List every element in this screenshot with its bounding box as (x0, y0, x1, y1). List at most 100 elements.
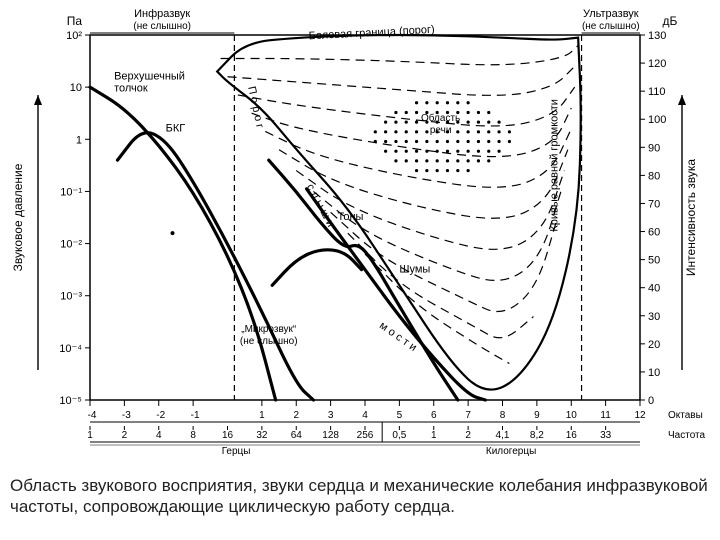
speech-dot (467, 121, 470, 124)
speech-dot (415, 140, 418, 143)
octave-tick: 8 (500, 410, 506, 421)
hz-tick: 2 (122, 430, 128, 441)
speech-dot (425, 140, 428, 143)
y-right-tick: 30 (648, 311, 660, 323)
hz-tick: 8 (190, 430, 196, 441)
khz-label: Килогерцы (486, 446, 536, 457)
speech-dot (508, 140, 511, 143)
bkg-label: БКГ (166, 122, 186, 134)
curve-tony (269, 160, 458, 400)
speech-dot (497, 130, 500, 133)
hz-tick: 128 (322, 430, 339, 441)
speech-dot (394, 111, 397, 114)
arrow-up-icon (34, 95, 42, 105)
speech-dot (477, 111, 480, 114)
speech-dot (487, 150, 490, 153)
mikro-label: „Микрозвук“ (241, 324, 296, 335)
speech-dot (405, 111, 408, 114)
speech-dot (446, 150, 449, 153)
speech-dot (405, 121, 408, 124)
pain-label: Болевая граница (порог) (308, 24, 435, 43)
y-left-tick: 10² (66, 30, 82, 42)
y-right-tick: 40 (648, 283, 660, 295)
octave-tick: -4 (88, 410, 97, 421)
octave-tick: 5 (397, 410, 403, 421)
y-right-tick: 110 (648, 86, 666, 98)
threshold-label: П о р о г (245, 85, 266, 129)
speech-dot (425, 169, 428, 172)
loudness-curve (265, 129, 571, 187)
ultra-sublabel: (не слышно) (582, 21, 640, 32)
y-right-tick: 120 (648, 58, 666, 70)
speech-dot (467, 159, 470, 162)
speech-dot (436, 150, 439, 153)
mosti-label: м о с т и (377, 320, 419, 354)
y-right-tick: 50 (648, 255, 660, 267)
hz-tick: 256 (357, 430, 374, 441)
y-right-tick: 20 (648, 339, 660, 351)
speech-dot (467, 169, 470, 172)
khz-tick: 2 (465, 430, 471, 441)
speech-dot (405, 150, 408, 153)
speech-dot (467, 130, 470, 133)
octave-tick: 11 (600, 410, 611, 421)
speech-dot (425, 101, 428, 104)
krivye-label: Кривые равной громкости (549, 99, 561, 232)
speech-dot (446, 169, 449, 172)
speech-dot (456, 140, 459, 143)
speech-dot (415, 121, 418, 124)
speech-dot (467, 140, 470, 143)
speech-dot (394, 150, 397, 153)
y-left-tick: 10⁻² (60, 239, 82, 251)
octave-tick: 10 (566, 410, 578, 421)
speech-dot (384, 121, 387, 124)
freq-label: Частота (668, 430, 706, 441)
speech-dot (497, 150, 500, 153)
speech-dot (456, 101, 459, 104)
hz-tick: 64 (291, 430, 303, 441)
speech-dot (487, 140, 490, 143)
octave-tick: 12 (634, 410, 646, 421)
y-left-tick: 1 (76, 134, 82, 146)
curve-bkg (118, 133, 314, 400)
y-right-tick: 80 (648, 170, 660, 182)
y-left-tick: 10⁻⁵ (59, 395, 82, 407)
y-left-tick: 10⁻³ (60, 291, 82, 303)
speech-dot (415, 159, 418, 162)
hz-tick: 4 (156, 430, 162, 441)
hz-tick: 32 (256, 430, 268, 441)
octave-tick: -2 (156, 410, 165, 421)
speech-dot (436, 101, 439, 104)
octave-tick: 1 (259, 410, 265, 421)
y-left-tick: 10⁻¹ (60, 186, 82, 198)
speech-dot (477, 121, 480, 124)
speech-dot (467, 101, 470, 104)
verkh-label: Верхушечный (114, 70, 185, 82)
y-left-tick: 10⁻⁴ (59, 343, 82, 355)
shumy-label: Шумы (399, 263, 430, 275)
speech-dot (456, 159, 459, 162)
y-right-tick: 90 (648, 142, 660, 154)
speech-dot (436, 140, 439, 143)
y-left-unit: Па (67, 14, 83, 28)
speech-dot (487, 159, 490, 162)
loudness-curve (238, 87, 575, 126)
loudness-curve (228, 66, 575, 95)
y-right-tick: 70 (648, 198, 660, 210)
speech-dot (508, 130, 511, 133)
speech-label: Область (421, 112, 460, 124)
speech-dot (446, 140, 449, 143)
speech-dot (436, 169, 439, 172)
speech-dot (425, 159, 428, 162)
hz-tick: 1 (87, 430, 93, 441)
mikro-label: (не слышно) (240, 336, 298, 347)
speech-dot (415, 111, 418, 114)
speech-dot (446, 159, 449, 162)
y-right-tick: 60 (648, 227, 660, 239)
hz-tick: 16 (222, 430, 234, 441)
octave-tick: 9 (534, 410, 540, 421)
octave-tick: 2 (293, 410, 299, 421)
y-right-unit: дБ (663, 14, 678, 28)
octave-tick: -1 (191, 410, 200, 421)
loudness-curve (252, 108, 572, 157)
